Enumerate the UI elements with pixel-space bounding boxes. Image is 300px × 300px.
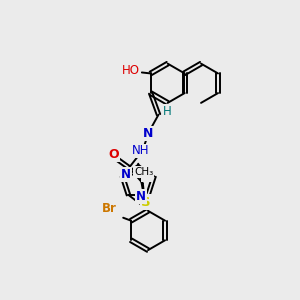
Text: S: S bbox=[141, 196, 151, 208]
Text: N: N bbox=[121, 168, 131, 181]
Text: H: H bbox=[163, 105, 172, 118]
Text: N: N bbox=[142, 127, 153, 140]
Text: Br: Br bbox=[102, 202, 117, 215]
Text: O: O bbox=[108, 148, 119, 161]
Text: N: N bbox=[142, 168, 152, 181]
Text: NH: NH bbox=[132, 145, 150, 158]
Text: CH₃: CH₃ bbox=[134, 167, 154, 177]
Text: N: N bbox=[136, 190, 146, 203]
Text: HO: HO bbox=[122, 64, 140, 77]
